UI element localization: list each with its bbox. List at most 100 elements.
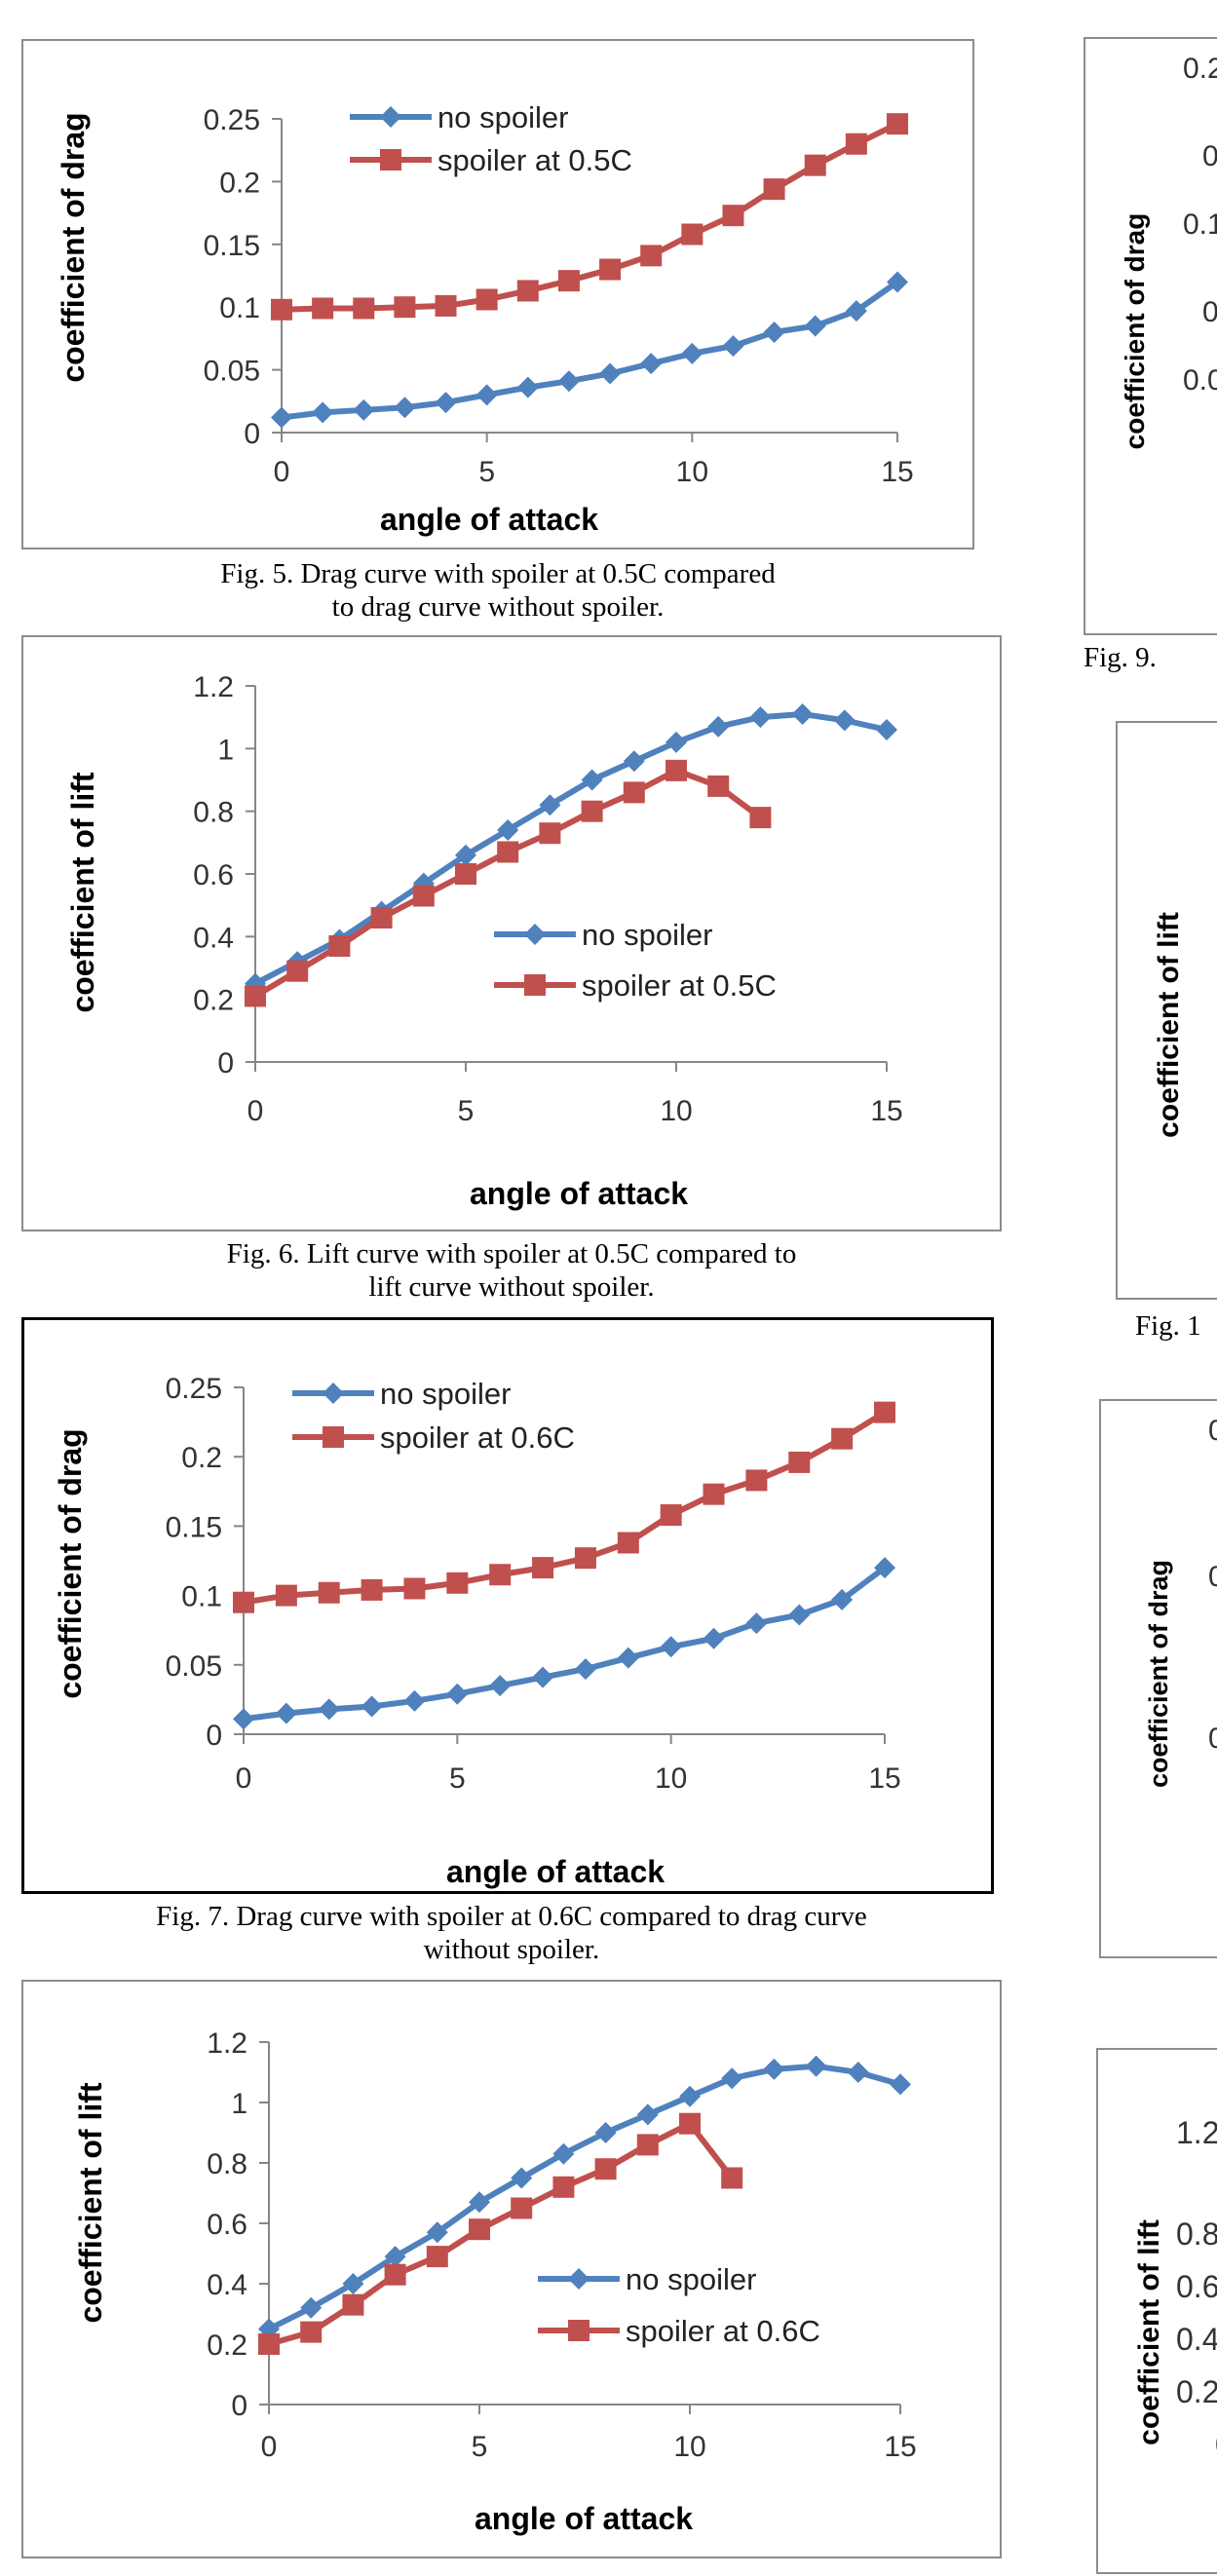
fig8-series-0-point [847,2062,869,2083]
fig5-series-0-point [804,315,826,337]
fig6-series-0-point [791,702,814,725]
fig7-ylabel: coefficient of drag [53,1428,88,1698]
fig7-series-0-point [275,1702,297,1724]
fig6-series-1-point [623,781,645,804]
fig8-series-1-point [721,2167,743,2189]
fig7-legend-marker-0 [323,1383,344,1404]
fig5-ytick-label: 0.25 [204,104,260,136]
fig8-series-1-point [426,2246,448,2268]
fig8-chart: 0 0.2 0.4 0.6 0.8 1 1.2 0 5 10 15 angle of attack co… [73,2027,917,2536]
fig6-legend-label-0: no spoiler [582,918,712,952]
fig7-xtick-label: 15 [868,1762,900,1795]
fig6-series-0-point [497,818,519,841]
fig11-chart-partial: coefficient of drag 0 0 0 [1144,1415,1217,1788]
fig6-legend-marker-1 [524,974,546,996]
fig6-series-1-point [286,960,309,982]
fig8-series-0-point [679,2085,701,2107]
fig5-series-0-point [763,321,785,343]
fig8-xtick-label: 0 [261,2431,278,2463]
fig5-legend-label-0: no spoiler [437,100,568,134]
fig6-series-0-point [749,706,772,729]
fig10-chart-partial: coefficient of lift [1153,912,1185,1138]
fig6-series-0-point [455,844,476,866]
fig6-legend-label-1: spoiler at 0.5C [582,968,777,1003]
fig6-series-1-point [245,985,266,1007]
fig9-ytick-3: 0.1 [1183,208,1217,241]
fig5-xtick-label: 10 [676,456,708,488]
fig12-ytick-6: 0.2 [1176,2374,1217,2409]
fig5-ylabel: coefficient of drag [56,112,91,382]
fig5-series-0-point [271,406,292,429]
fig5-series-0-point [516,376,539,398]
fig7-panel: 0 0.05 0.1 0.15 0.2 0.25 0 5 10 15 angle of attack… [21,1317,994,1894]
fig7-ytick-label: 0.25 [166,1373,222,1405]
fig7-ytick-label: 0.1 [181,1581,222,1613]
fig5-legend-marker-0 [380,106,401,128]
fig10-panel: coefficient of lift [1116,721,1217,1300]
fig7-ytick-label: 0.05 [166,1650,222,1683]
fig12-panel: coefficient of lift 1.2 1 0.8 0.6 0.4 0.… [1096,2048,1217,2574]
fig6-series-1-point [370,907,393,929]
fig6-series-1-point [749,807,772,829]
fig5-series-1-point [804,154,826,176]
fig8-series-1-point [679,2112,701,2135]
fig8-series-0-point [300,2296,323,2319]
fig5-ytick-label: 0 [244,418,260,450]
fig12-ytick-3: 0.8 [1176,2216,1217,2252]
fig6-ytick-label: 0.2 [193,985,234,1017]
fig5-xtick-label: 0 [274,456,290,488]
fig8-series-0-point [721,2067,743,2090]
fig5-ytick-label: 0.1 [219,292,260,324]
fig7-series-line-1 [243,1410,887,1606]
fig5-series-1-point [887,113,908,135]
fig7-series-0-point [403,1689,426,1712]
fig7-series-0-point [788,1604,811,1626]
fig8-legend-label-1: spoiler at 0.6C [626,2314,820,2348]
fig6-series-1-point [328,934,351,957]
fig8-series-1-point [469,2218,490,2241]
fig6-ytick-label: 0.8 [193,797,234,829]
fig5-legend-marker-1 [380,149,401,170]
fig6-series-line-1 [253,767,763,1000]
fig5-series-1-point [271,298,292,321]
fig8-series-1-point [342,2293,364,2316]
fig12-ytick-5: 0.4 [1176,2322,1217,2357]
fig12-ytick-2: 1 [1215,2164,1217,2199]
fig6-ytick-label: 0 [217,1047,234,1080]
fig5-ytick-label: 0.05 [204,356,260,388]
fig7-xlabel: angle of attack [446,1854,665,1889]
fig5-series-1-point [557,270,580,292]
fig7-series-1-point [574,1547,596,1570]
fig7-series-1-point [788,1451,811,1473]
fig12-ytick-4: 0.6 [1176,2269,1217,2304]
fig8-legend-label-0: no spoiler [626,2262,756,2296]
fig9-ytick-4: 0 [1202,296,1217,328]
fig8-series-0-point [469,2191,490,2214]
fig6-xtick-label: 5 [458,1095,475,1127]
fig6-ytick-label: 0.6 [193,859,234,891]
fig8-series-1-point [636,2134,659,2156]
fig7-series-1-point [233,1591,254,1613]
fig5-series-0-point [312,401,334,424]
fig6-series-1-point [707,775,730,797]
fig9-ytick-5: 0.0 [1183,364,1217,397]
fig7-series-0-point [617,1647,639,1669]
fig12-ylabel: coefficient of lift [1133,2219,1165,2445]
fig7-series-1-point [874,1401,895,1423]
fig8-series-0-point [342,2273,364,2294]
fig7-xtick-label: 0 [236,1762,252,1795]
fig6-series-1-point [581,800,603,822]
fig10-ylabel: coefficient of lift [1153,912,1185,1138]
fig6-series-1-point [497,841,519,863]
fig6-series-1-point [539,822,561,845]
fig8-xlabel: angle of attack [475,2501,693,2536]
fig8-series-1-point [384,2263,406,2286]
fig7-series-1-point [318,1581,340,1604]
fig6-panel: 0 0.2 0.4 0.6 0.8 1 1.2 0 5 10 15 angle of attack co… [21,635,1002,1231]
fig5-series-1-point [353,297,375,320]
fig5-series-0-point [845,300,867,322]
fig7-series-1-point [446,1572,469,1594]
fig5-ytick-label: 0.15 [204,230,260,262]
fig7-ytick-label: 0 [206,1720,222,1752]
fig6-series-0-point [623,750,645,773]
